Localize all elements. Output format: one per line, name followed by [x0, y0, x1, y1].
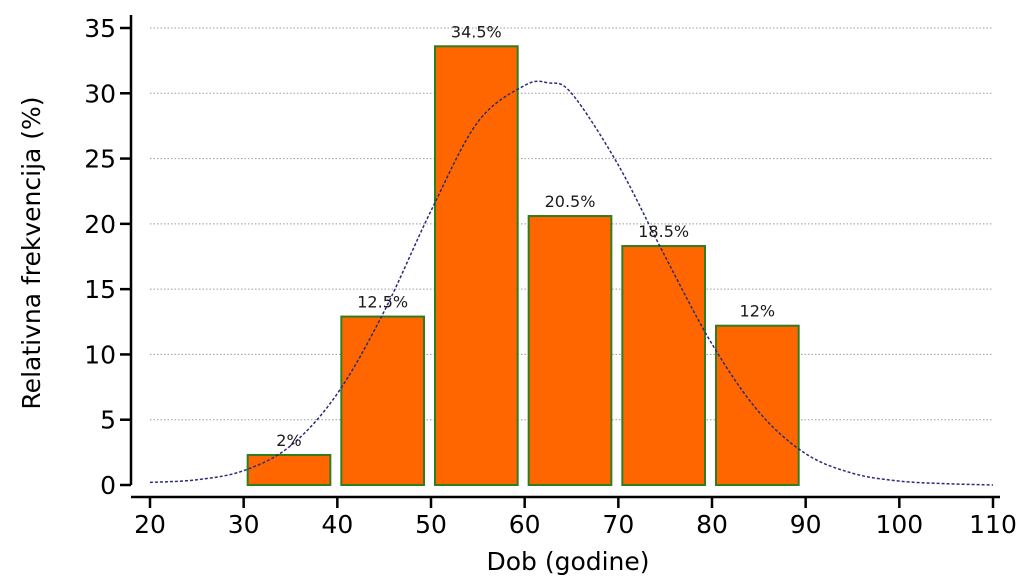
data-label-40-50: 12.5%: [357, 293, 408, 312]
bar-50-60: [434, 45, 519, 486]
data-label-70-80: 18.5%: [638, 222, 689, 241]
normal-fit-curve: [149, 80, 994, 486]
bar-70-80: [621, 245, 706, 486]
y-tick-label: 10: [84, 340, 116, 369]
data-label-80-90: 12%: [740, 302, 776, 321]
bar-60-70: [527, 215, 613, 486]
x-tick-label: 70: [602, 510, 634, 539]
bars: [246, 45, 800, 487]
data-label-60-70: 20.5%: [545, 192, 596, 211]
x-tick-label: 110: [969, 510, 1017, 539]
x-tick-label: 80: [696, 510, 728, 539]
y-axis-title: Relativna frekvencija (%): [17, 96, 46, 409]
y-tick-label: 0: [100, 471, 116, 500]
y-tick-label: 5: [100, 406, 116, 435]
fitted-curve-layer: [149, 80, 994, 486]
x-tick-label: 30: [228, 510, 260, 539]
x-tick-label: 90: [790, 510, 822, 539]
x-tick-labels: 20 30 40 50 60 70 80 90 100 110: [134, 510, 1017, 539]
axes: [120, 15, 1000, 508]
y-tick-label: 15: [84, 275, 116, 304]
x-tick-label: 60: [509, 510, 541, 539]
y-tick-label: 30: [84, 79, 116, 108]
x-axis-title: Dob (godine): [486, 547, 649, 576]
y-tick-label: 35: [84, 14, 116, 43]
data-label-50-60: 34.5%: [451, 22, 502, 41]
bar-30-40: [246, 453, 332, 486]
x-tick-label: 50: [415, 510, 447, 539]
bar-data-labels: 2% 12.5% 34.5% 20.5% 18.5% 12%: [276, 22, 775, 450]
x-tick-label: 20: [134, 510, 166, 539]
bar-40-50: [340, 315, 426, 487]
bar-80-90: [715, 324, 800, 486]
y-tick-labels: 0 5 10 15 20 25 30 35: [84, 14, 116, 500]
x-tick-label: 100: [875, 510, 923, 539]
y-tick-label: 20: [84, 210, 116, 239]
y-tick-label: 25: [84, 145, 116, 174]
data-label-30-40: 2%: [276, 431, 301, 450]
x-tick-label: 40: [321, 510, 353, 539]
